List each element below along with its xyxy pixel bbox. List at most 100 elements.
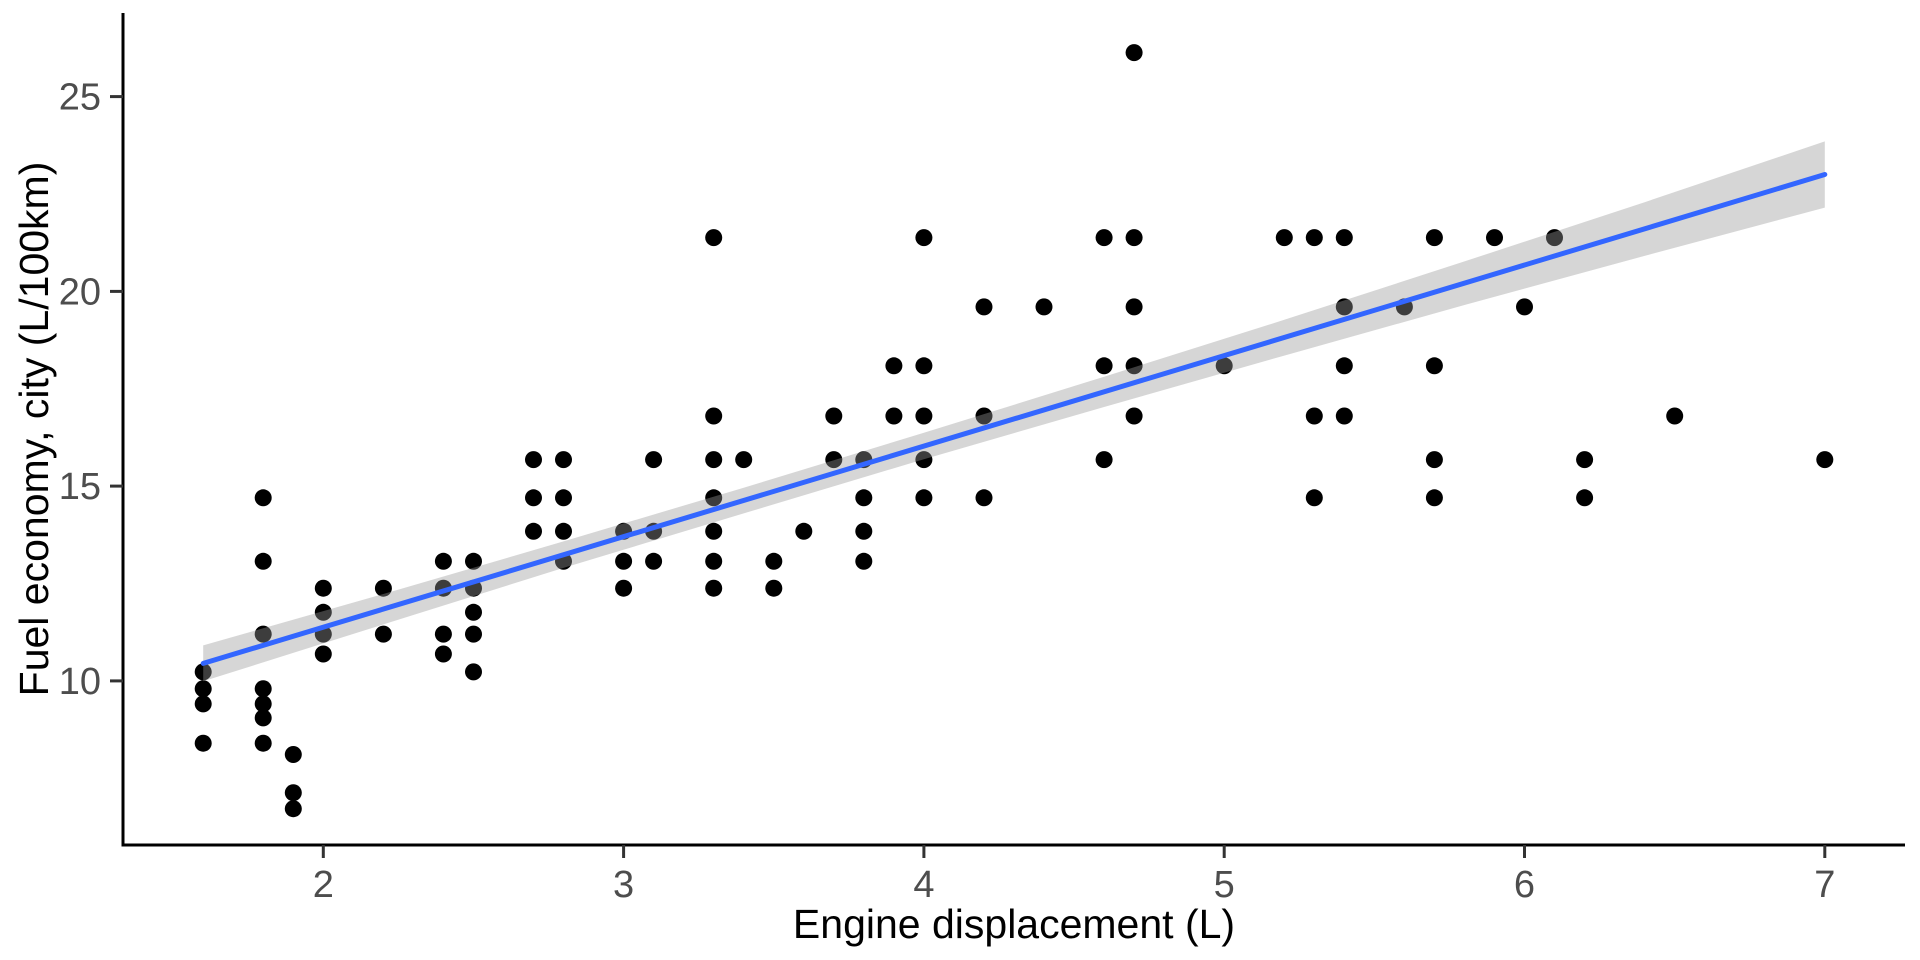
data-point: [284, 746, 302, 763]
data-point: [765, 552, 783, 570]
data-point: [254, 625, 272, 643]
data-point: [254, 552, 272, 570]
data-point: [1425, 451, 1443, 469]
data-point: [434, 625, 452, 643]
x-tick-label: 6: [1514, 864, 1535, 906]
data-point: [1125, 44, 1143, 62]
x-tick-label: 2: [313, 864, 334, 906]
data-point: [915, 407, 933, 425]
x-axis-title: Engine displacement (L): [793, 901, 1235, 947]
data-point: [525, 489, 542, 507]
data-point: [434, 552, 452, 570]
data-point: [254, 734, 272, 752]
x-tick-label: 7: [1814, 864, 1835, 906]
data-point: [975, 489, 993, 507]
data-point: [915, 357, 933, 375]
y-tick-label: 10: [59, 661, 101, 703]
data-point: [555, 489, 572, 507]
data-point: [705, 489, 723, 507]
data-point: [465, 603, 482, 621]
data-point: [254, 489, 272, 507]
data-point: [825, 407, 843, 425]
data-point: [525, 522, 542, 540]
y-tick-label: 20: [59, 271, 101, 313]
data-point: [1666, 407, 1684, 425]
data-point: [645, 552, 663, 570]
y-tick-label: 15: [59, 466, 101, 508]
data-point: [465, 625, 482, 643]
data-point: [705, 522, 723, 540]
data-point: [975, 298, 993, 316]
data-point: [855, 522, 873, 540]
data-point: [915, 489, 933, 507]
data-point: [705, 229, 723, 247]
data-point: [434, 645, 452, 663]
data-point: [1125, 229, 1143, 247]
data-point: [645, 451, 663, 469]
data-point: [615, 552, 633, 570]
data-point: [555, 522, 572, 540]
data-point: [1335, 407, 1353, 425]
data-point: [1305, 229, 1323, 247]
data-point: [1425, 489, 1443, 507]
data-point: [855, 552, 873, 570]
data-point: [314, 645, 332, 663]
data-point: [1275, 229, 1293, 247]
data-point: [254, 695, 272, 713]
data-point: [1335, 229, 1353, 247]
axes-layer: [121, 13, 1905, 847]
data-point: [1125, 298, 1143, 316]
data-point: [615, 579, 633, 597]
data-point: [194, 695, 212, 713]
data-point: [705, 407, 723, 425]
y-tick-label: 25: [59, 77, 101, 119]
data-point: [1335, 357, 1353, 375]
tick-layer: 2 3 4 5 6 7 10 15 20 25: [59, 77, 1836, 906]
data-point: [1425, 229, 1443, 247]
data-point: [1305, 489, 1323, 507]
scatter-points-layer: [194, 44, 1834, 818]
data-point: [314, 579, 332, 597]
x-tick-label: 3: [613, 864, 634, 906]
data-point: [975, 407, 993, 425]
data-point: [795, 522, 813, 540]
data-point: [1516, 298, 1533, 316]
x-tick-label: 5: [1214, 864, 1235, 906]
data-point: [1125, 407, 1143, 425]
data-point: [284, 784, 302, 802]
data-point: [1335, 298, 1353, 316]
data-point: [705, 451, 723, 469]
regression-line: [200, 172, 1828, 666]
data-point: [194, 663, 212, 681]
data-point: [254, 680, 272, 698]
data-point: [735, 451, 753, 469]
data-point: [374, 579, 392, 597]
data-point: [374, 625, 392, 643]
data-point: [1095, 357, 1113, 375]
data-point: [885, 407, 903, 425]
data-point: [465, 663, 482, 681]
data-point: [1095, 229, 1113, 247]
x-tick-label: 4: [913, 864, 934, 906]
data-point: [1486, 229, 1503, 247]
data-point: [555, 451, 572, 469]
data-point: [1215, 357, 1233, 375]
data-point: [1576, 489, 1594, 507]
data-point: [194, 734, 212, 752]
regression-line-layer: [200, 172, 1828, 666]
data-point: [284, 800, 302, 818]
data-point: [525, 451, 542, 469]
confidence-band-layer: [203, 141, 1825, 682]
data-point: [825, 451, 843, 469]
data-point: [465, 552, 482, 570]
data-point: [765, 579, 783, 597]
data-point: [1576, 451, 1594, 469]
data-point: [254, 709, 272, 727]
data-point: [1305, 407, 1323, 425]
data-point: [1095, 451, 1113, 469]
data-point: [915, 229, 933, 247]
data-point: [705, 552, 723, 570]
data-point: [1035, 298, 1053, 316]
